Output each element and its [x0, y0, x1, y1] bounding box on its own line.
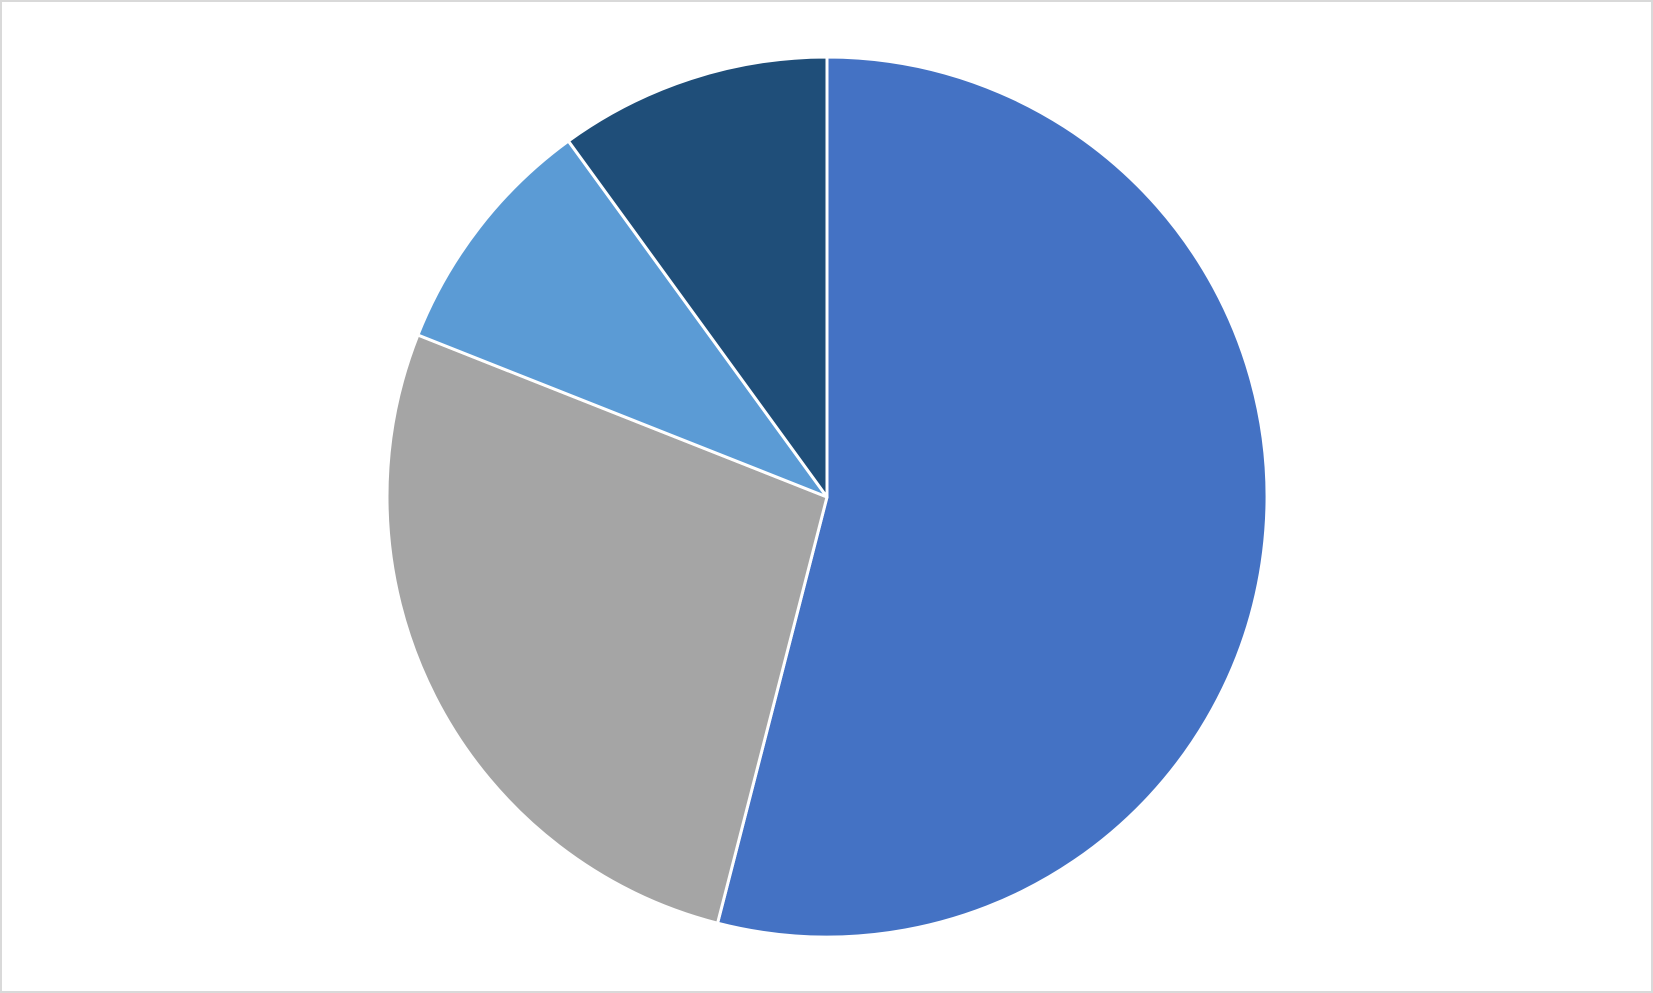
- pie-chart: [377, 47, 1277, 947]
- chart-frame: [0, 0, 1653, 993]
